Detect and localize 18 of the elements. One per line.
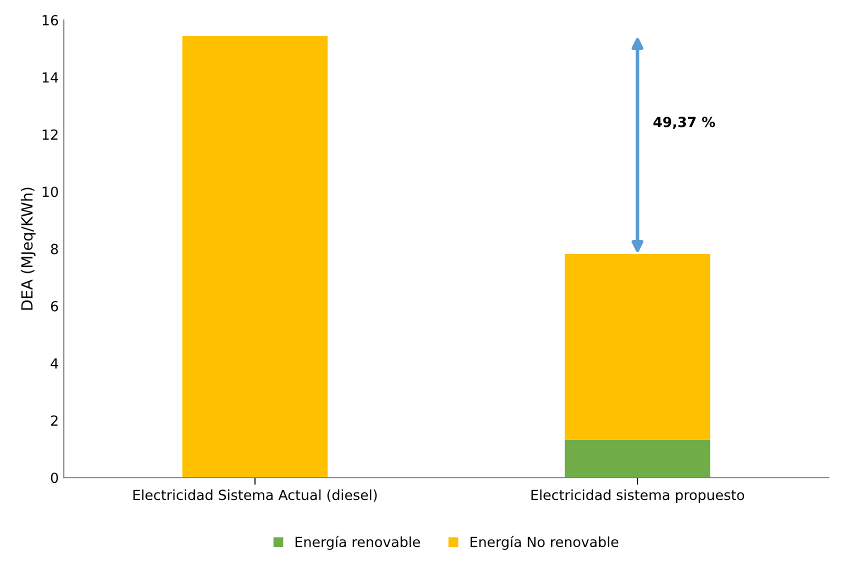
bar: [182, 36, 328, 478]
x-tick-label: Electricidad Sistema Actual (diesel): [133, 489, 377, 502]
annotation: 49,37 %: [653, 116, 716, 130]
y-tick-label: 6: [51, 300, 58, 312]
y-tick-label: 10: [42, 186, 58, 198]
y-axis-title: DEA (MJeq/KWh): [20, 188, 36, 310]
legend-label: Energía renovable: [296, 536, 420, 550]
x-tick-label: Electricidad sistema propuesto: [532, 489, 744, 503]
y-tick-label: 2: [51, 415, 58, 426]
y-tick-label: 4: [50, 358, 58, 368]
y-tick-label: 16: [42, 14, 58, 26]
legend-label: Energía No renovable: [470, 536, 618, 550]
y-tick-label: 0: [50, 472, 58, 484]
bar: [564, 254, 710, 440]
y-tick-label: 8: [50, 244, 58, 254]
bar: [564, 440, 710, 478]
y-tick-label: 14: [42, 72, 58, 82]
y-tick-label: 12: [42, 129, 58, 140]
